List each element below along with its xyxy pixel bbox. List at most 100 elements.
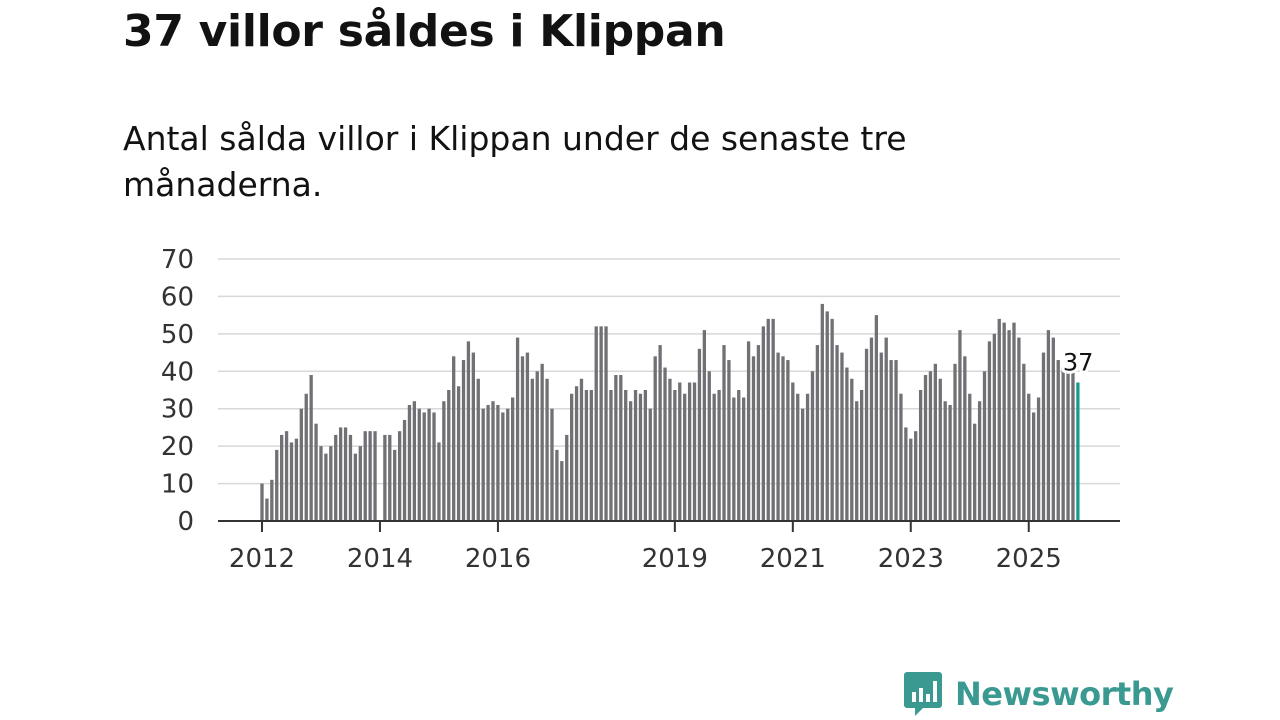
bar <box>889 360 893 521</box>
bar <box>466 341 471 521</box>
x-tick-label-2023: 2023 <box>878 544 944 574</box>
bar <box>1056 360 1060 521</box>
bar <box>579 378 584 521</box>
bar <box>943 401 947 521</box>
bar <box>452 356 456 521</box>
bar <box>928 371 933 521</box>
newsworthy-logo: Newsworthy <box>903 670 1174 718</box>
bar <box>402 419 407 521</box>
last-value-label: 37 <box>1063 349 1094 377</box>
bar <box>535 371 539 521</box>
bar <box>358 446 362 521</box>
bar <box>314 423 318 521</box>
bar <box>982 371 987 521</box>
bar <box>815 345 820 521</box>
bar <box>904 427 908 521</box>
bar <box>958 330 962 521</box>
bar <box>353 453 358 521</box>
x-tick-label-2019: 2019 <box>642 544 708 574</box>
bar <box>810 371 815 521</box>
bar <box>894 360 898 521</box>
bar <box>506 408 510 521</box>
bar <box>407 404 412 521</box>
bar <box>771 318 775 521</box>
chart-subtitle: Antal sålda villor i Klippan under de se… <box>123 119 907 204</box>
bar <box>609 390 613 521</box>
bar <box>540 363 544 521</box>
bar <box>796 393 800 521</box>
bar <box>1051 337 1055 521</box>
bar-latest <box>1076 382 1080 521</box>
bar <box>515 337 520 521</box>
bar <box>756 345 761 521</box>
bar <box>1002 322 1006 521</box>
bar <box>393 449 397 521</box>
bar <box>304 393 308 521</box>
bar <box>511 397 515 521</box>
x-tick-label-2021: 2021 <box>760 544 826 574</box>
bar <box>776 352 780 521</box>
bar <box>909 438 913 521</box>
bar <box>1027 393 1031 521</box>
bar <box>388 434 392 521</box>
x-tick-label-2016: 2016 <box>465 544 531 574</box>
bar <box>476 378 480 521</box>
bar <box>879 352 883 521</box>
bar <box>530 378 534 521</box>
bar <box>707 371 711 521</box>
bar <box>678 382 682 521</box>
bar <box>1017 337 1021 521</box>
bar <box>987 341 992 521</box>
bar <box>1012 322 1016 521</box>
bar <box>481 408 485 521</box>
bar <box>456 386 461 521</box>
bar <box>648 408 652 521</box>
y-tick-label-60: 60 <box>161 282 194 312</box>
y-tick-label-30: 30 <box>161 395 194 425</box>
bar <box>938 378 942 521</box>
bar <box>574 386 579 521</box>
bar <box>417 408 421 521</box>
bar <box>343 427 348 521</box>
y-tick-label-0: 0 <box>177 507 194 537</box>
bar <box>265 498 269 521</box>
bar <box>624 390 628 521</box>
bar <box>294 438 299 521</box>
bar <box>363 431 367 521</box>
bar <box>1036 397 1041 521</box>
bar <box>702 330 706 521</box>
bar <box>746 341 751 521</box>
bar <box>923 375 928 521</box>
bar <box>953 363 957 521</box>
bar <box>604 326 608 521</box>
bar <box>761 326 765 521</box>
bar <box>1022 363 1026 521</box>
bar <box>309 375 313 521</box>
bar <box>486 404 490 521</box>
bar <box>1046 330 1051 521</box>
bar <box>461 360 466 521</box>
bar <box>260 483 264 521</box>
bar <box>859 390 864 521</box>
bar <box>722 345 726 521</box>
bar <box>899 393 903 521</box>
bar <box>791 382 795 521</box>
bar <box>737 390 741 521</box>
bar <box>933 363 938 521</box>
bar <box>471 352 475 521</box>
bar <box>835 345 839 521</box>
bar <box>599 326 603 521</box>
bar <box>1071 371 1075 521</box>
bar <box>594 326 598 521</box>
bar <box>825 311 829 521</box>
x-tick-label-2025: 2025 <box>996 544 1062 574</box>
bar <box>884 337 888 521</box>
bar <box>338 427 343 521</box>
bar <box>275 449 279 521</box>
bar-chart-speech-bubble-icon <box>904 672 942 716</box>
bar <box>712 393 716 521</box>
bar <box>968 393 972 521</box>
bar <box>569 393 574 521</box>
bar <box>805 393 810 521</box>
y-tick-label-50: 50 <box>161 320 194 350</box>
